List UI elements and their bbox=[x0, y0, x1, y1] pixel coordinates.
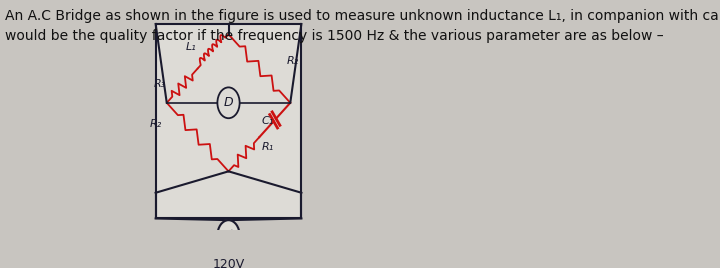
Text: 120V: 120V bbox=[212, 258, 245, 268]
Text: D: D bbox=[224, 96, 233, 109]
Polygon shape bbox=[156, 24, 302, 218]
Text: R₂: R₂ bbox=[150, 119, 162, 129]
Text: L₁: L₁ bbox=[186, 42, 197, 52]
Circle shape bbox=[217, 87, 240, 118]
Text: R₁: R₁ bbox=[262, 142, 274, 152]
Circle shape bbox=[217, 220, 240, 251]
Text: C₁: C₁ bbox=[262, 116, 274, 126]
Text: R₂: R₂ bbox=[287, 56, 300, 66]
Text: R₃: R₃ bbox=[153, 79, 166, 90]
Text: An A.C Bridge as shown in the figure is used to measure unknown inductance L₁, i: An A.C Bridge as shown in the figure is … bbox=[5, 9, 720, 43]
